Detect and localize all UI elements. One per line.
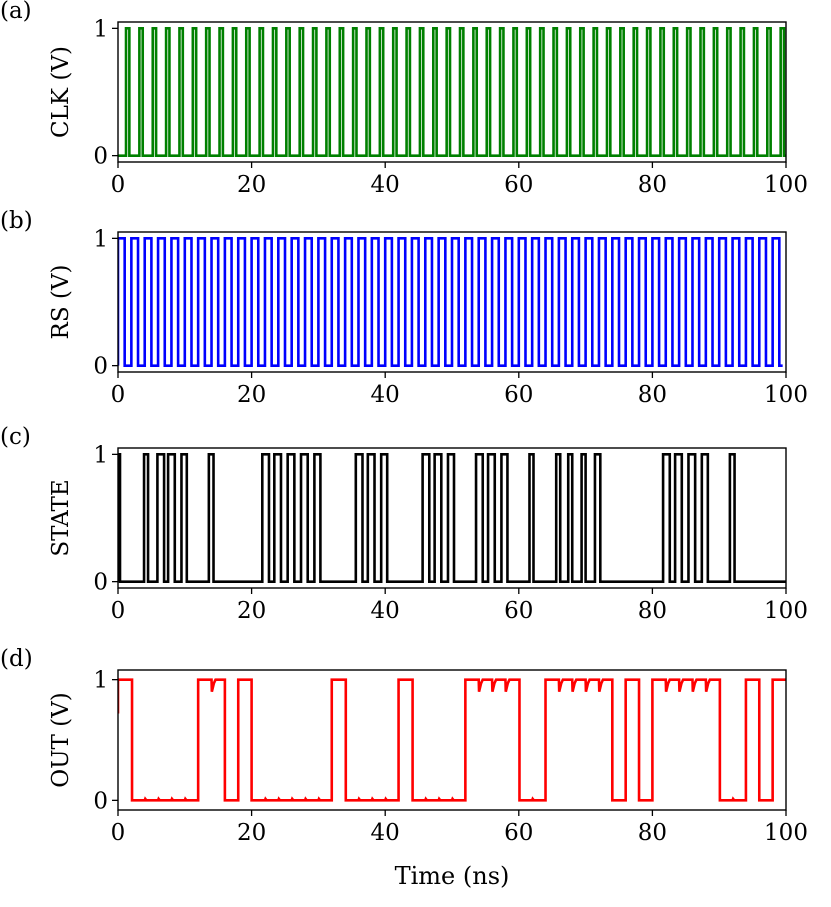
x-tick-label: 60	[504, 172, 533, 198]
panel-d: 0 20 40 60 80 100 0 1 OUT (V) (d)	[0, 646, 808, 846]
x-tick-label: 40	[371, 820, 400, 846]
x-tick-label: 100	[764, 382, 808, 408]
x-tick-label: 20	[237, 598, 266, 624]
series-line	[118, 678, 786, 802]
y-tick-label: 1	[93, 226, 108, 252]
panel-label: (c)	[0, 424, 31, 450]
x-tick-label: 40	[371, 382, 400, 408]
x-tick-label: 40	[371, 598, 400, 624]
plot-frame	[117, 669, 787, 811]
series-line	[118, 453, 786, 583]
x-tick-label: 60	[504, 382, 533, 408]
x-tick-label: 80	[638, 172, 667, 198]
y-axis-label: RS (V)	[48, 265, 74, 340]
x-tick-label: 20	[237, 172, 266, 198]
y-tick-label: 0	[93, 144, 108, 170]
x-tick-label: 0	[111, 382, 126, 408]
y-axis-label: OUT (V)	[48, 692, 74, 787]
x-tick-label: 80	[638, 598, 667, 624]
y-tick-label: 0	[93, 788, 108, 814]
panel-label: (d)	[0, 646, 33, 672]
plot-frame	[117, 21, 787, 163]
panel-label: (a)	[0, 0, 32, 24]
x-tick-label: 100	[764, 598, 808, 624]
y-axis-label: CLK (V)	[48, 46, 74, 138]
panel-label: (b)	[0, 208, 33, 234]
x-tick-label: 0	[111, 172, 126, 198]
x-tick-label: 100	[764, 172, 808, 198]
y-tick-label: 0	[93, 570, 108, 596]
series-line	[118, 237, 783, 367]
series-line	[118, 27, 786, 157]
panel-a: 0 20 40 60 80 100 0 1 CLK (V) (a)	[0, 0, 808, 198]
plot-frame	[117, 231, 787, 373]
x-axis-label: Time (ns)	[395, 862, 510, 890]
x-tick-label: 40	[371, 172, 400, 198]
plot-frame	[117, 447, 787, 589]
panel-b: 0 20 40 60 80 100 0 1 RS (V) (b)	[0, 208, 808, 408]
x-tick-label: 60	[504, 820, 533, 846]
x-tick-label: 20	[237, 382, 266, 408]
x-tick-label: 0	[111, 820, 126, 846]
y-tick-label: 0	[93, 354, 108, 380]
x-tick-label: 0	[111, 598, 126, 624]
panel-c: 0 20 40 60 80 100 0 1 STATE (c)	[0, 424, 808, 624]
y-tick-label: 1	[93, 442, 108, 468]
y-tick-label: 1	[93, 668, 108, 694]
x-tick-label: 100	[764, 820, 808, 846]
x-tick-label: 60	[504, 598, 533, 624]
y-tick-label: 1	[93, 16, 108, 42]
y-axis-label: STATE	[48, 479, 74, 556]
x-tick-label: 80	[638, 820, 667, 846]
x-tick-label: 20	[237, 820, 266, 846]
x-tick-label: 80	[638, 382, 667, 408]
